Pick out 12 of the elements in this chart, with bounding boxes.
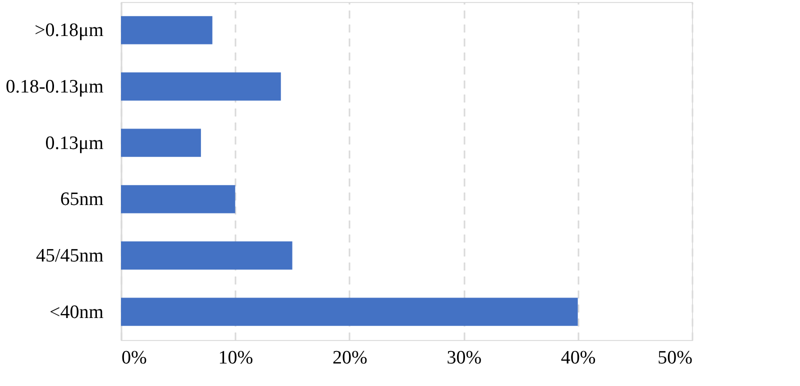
y-tick-label: >0.18μm [34,20,104,42]
x-tick-label: 50% [658,348,693,368]
x-tick-label: 10% [218,348,254,368]
y-tick-label: 45/45nm [36,246,104,266]
y-tick-label: 0.18-0.13μm [6,76,104,98]
x-tick-label: 30% [446,348,482,368]
y-tick-label: 65nm [60,189,104,210]
x-tick-label: 0% [122,348,147,368]
x-tick-label: 40% [560,348,596,368]
x-tick-label: 20% [332,348,368,368]
y-tick-label: <40nm [50,302,104,323]
y-tick-label: 0.13μm [45,132,104,154]
